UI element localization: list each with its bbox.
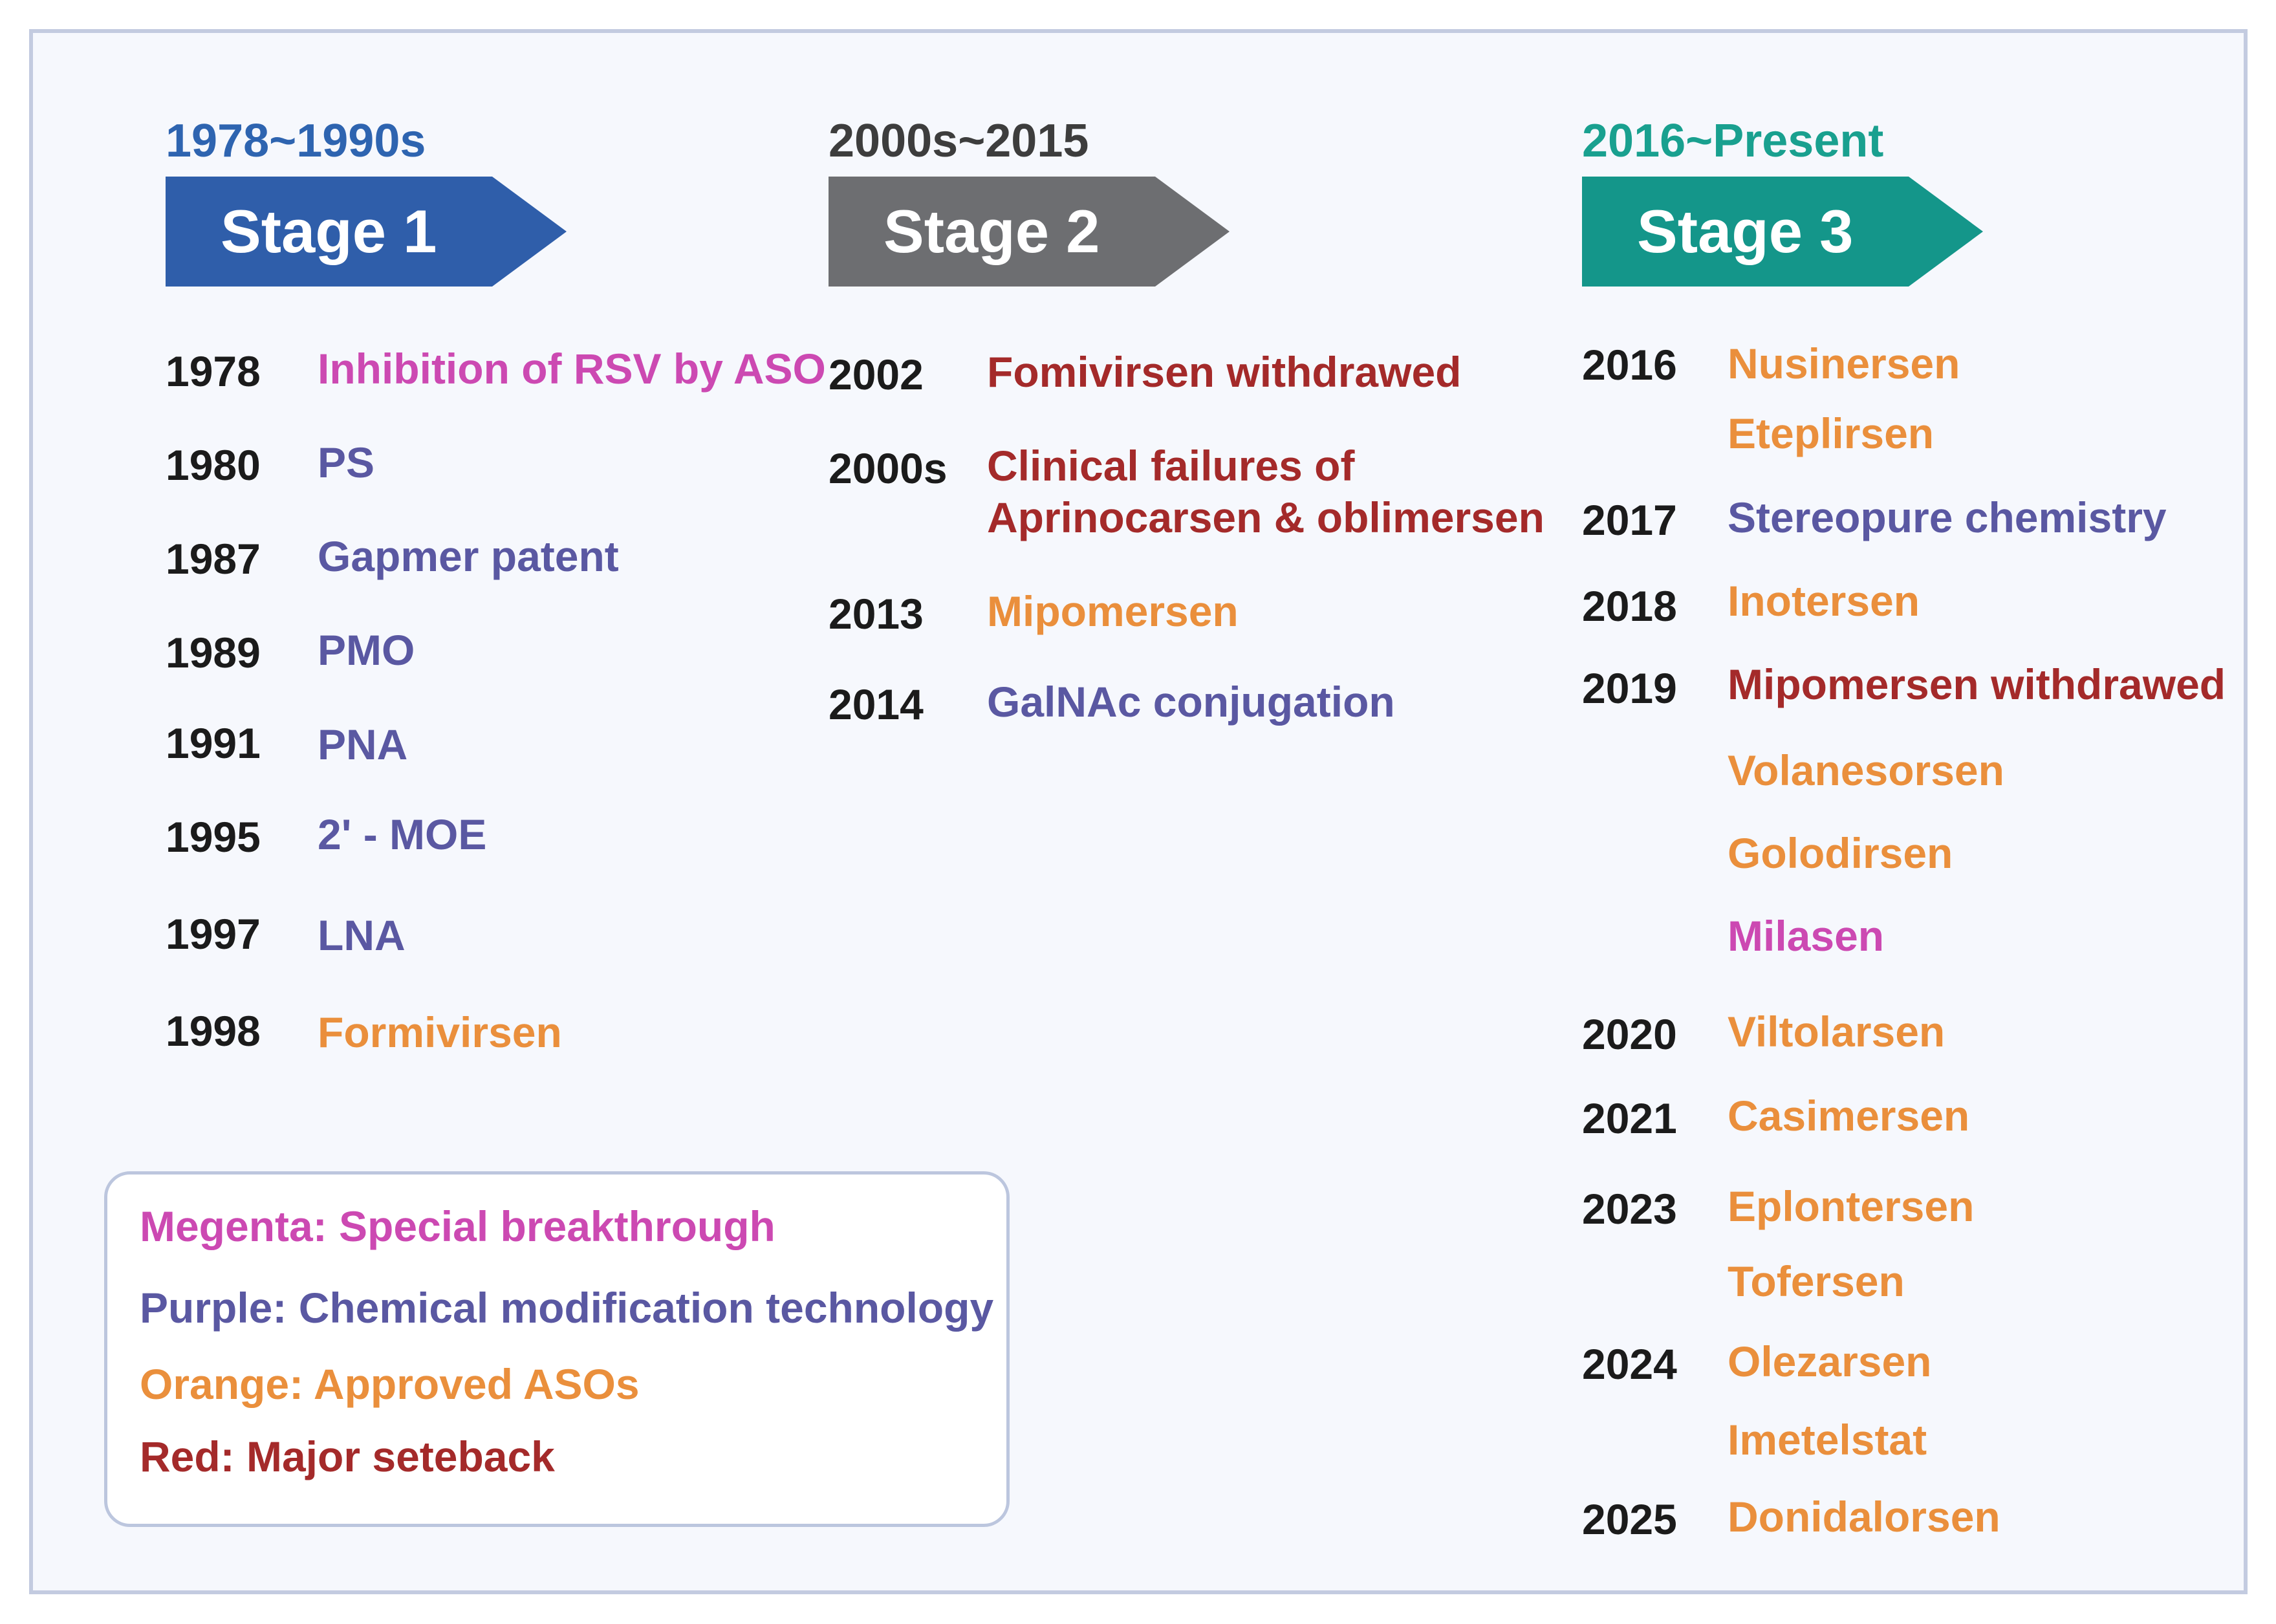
stage-1-label: Stage 1 — [221, 197, 437, 265]
event-text: Volanesorsen — [1728, 746, 2004, 794]
stage-3-column: 2016~Present Stage 3 2016 Nusinersen Ete… — [1582, 33, 2229, 1590]
event-year: 2018 — [1582, 582, 1677, 630]
event-year: 1987 — [166, 535, 261, 583]
event-text: Eteplirsen — [1728, 409, 1935, 457]
event-text: Mipomersen — [987, 587, 1239, 635]
stage-3-period: 2016~Present — [1582, 115, 1884, 167]
event-text: Inhibition of RSV by ASO — [318, 345, 826, 393]
event-year: 2002 — [829, 351, 924, 398]
event-year: 2000s — [829, 444, 948, 492]
event-year: 1995 — [166, 813, 261, 861]
event-text: Clinical failures of — [987, 442, 1355, 490]
stage-3-label: Stage 3 — [1637, 197, 1854, 265]
event-year: 1998 — [166, 1007, 261, 1055]
event-text: Olezarsen — [1728, 1337, 1932, 1385]
event-text: Fomivirsen withdrawed — [987, 348, 1462, 396]
timeline-frame: 1978~1990s Stage 1 1978 Inhibition of RS… — [29, 29, 2248, 1594]
event-text: Donidalorsen — [1728, 1493, 2000, 1541]
event-text: Milasen — [1728, 912, 1885, 960]
event-year: 2013 — [829, 590, 924, 638]
stage-2-period: 2000s~2015 — [829, 115, 1089, 167]
legend-item-purple: Purple: Chemical modification technology — [140, 1284, 994, 1332]
stage-2-arrow-shape — [829, 177, 1230, 287]
event-year: 1991 — [166, 719, 261, 767]
event-text: Viltolarsen — [1728, 1008, 1945, 1056]
event-text: Gapmer patent — [318, 532, 619, 580]
stage-2-banner: Stage 2 — [829, 177, 1230, 287]
event-year: 2024 — [1582, 1340, 1677, 1388]
event-year: 2021 — [1582, 1094, 1677, 1142]
stage-3-arrow-shape — [1582, 177, 1983, 287]
event-year: 1989 — [166, 629, 261, 677]
stage-3-banner: Stage 3 — [1582, 177, 1983, 287]
legend-item-orange: Orange: Approved ASOs — [140, 1360, 640, 1408]
event-year: 2023 — [1582, 1185, 1677, 1233]
stage-2-column: 2000s~2015 Stage 2 2002 Fomivirsen withd… — [829, 33, 1572, 1590]
stage-1-banner: Stage 1 — [166, 177, 567, 287]
event-text: Formivirsen — [318, 1008, 562, 1056]
event-text: Imetelstat — [1728, 1416, 1927, 1464]
color-legend: Megenta: Special breakthrough Purple: Ch… — [104, 1171, 1010, 1527]
event-year: 2019 — [1582, 664, 1677, 712]
event-year: 2020 — [1582, 1010, 1677, 1058]
event-text: Aprinocarsen & oblimersen — [987, 493, 1544, 541]
stage-1-arrow-shape — [166, 177, 567, 287]
event-year: 2025 — [1582, 1495, 1677, 1543]
event-text: Mipomersen withdrawed — [1728, 660, 2226, 708]
event-text: PS — [318, 438, 375, 486]
stage-1-period: 1978~1990s — [166, 115, 426, 167]
event-text: Nusinersen — [1728, 340, 1960, 387]
event-year: 1997 — [166, 910, 261, 958]
event-text: Tofersen — [1728, 1257, 1905, 1305]
event-text: GalNAc conjugation — [987, 678, 1395, 726]
stage-2-label: Stage 2 — [883, 197, 1100, 265]
legend-item-red: Red: Major seteback — [140, 1433, 555, 1480]
event-text: PNA — [318, 720, 408, 768]
event-text: LNA — [318, 911, 406, 959]
event-text: PMO — [318, 626, 415, 674]
event-text: Stereopure chemistry — [1728, 493, 2167, 541]
event-year: 2016 — [1582, 341, 1677, 389]
legend-item-magenta: Megenta: Special breakthrough — [140, 1202, 775, 1250]
event-year: 1978 — [166, 347, 261, 395]
event-year: 2017 — [1582, 496, 1677, 544]
event-year: 1980 — [166, 441, 261, 489]
event-text: 2' - MOE — [318, 810, 487, 858]
event-text: Inotersen — [1728, 577, 1920, 625]
event-text: Eplontersen — [1728, 1182, 1975, 1230]
stage-1-column: 1978~1990s Stage 1 1978 Inhibition of RS… — [136, 33, 826, 1590]
event-text: Golodirsen — [1728, 829, 1953, 877]
event-text: Casimersen — [1728, 1092, 1970, 1140]
event-year: 2014 — [829, 680, 924, 728]
